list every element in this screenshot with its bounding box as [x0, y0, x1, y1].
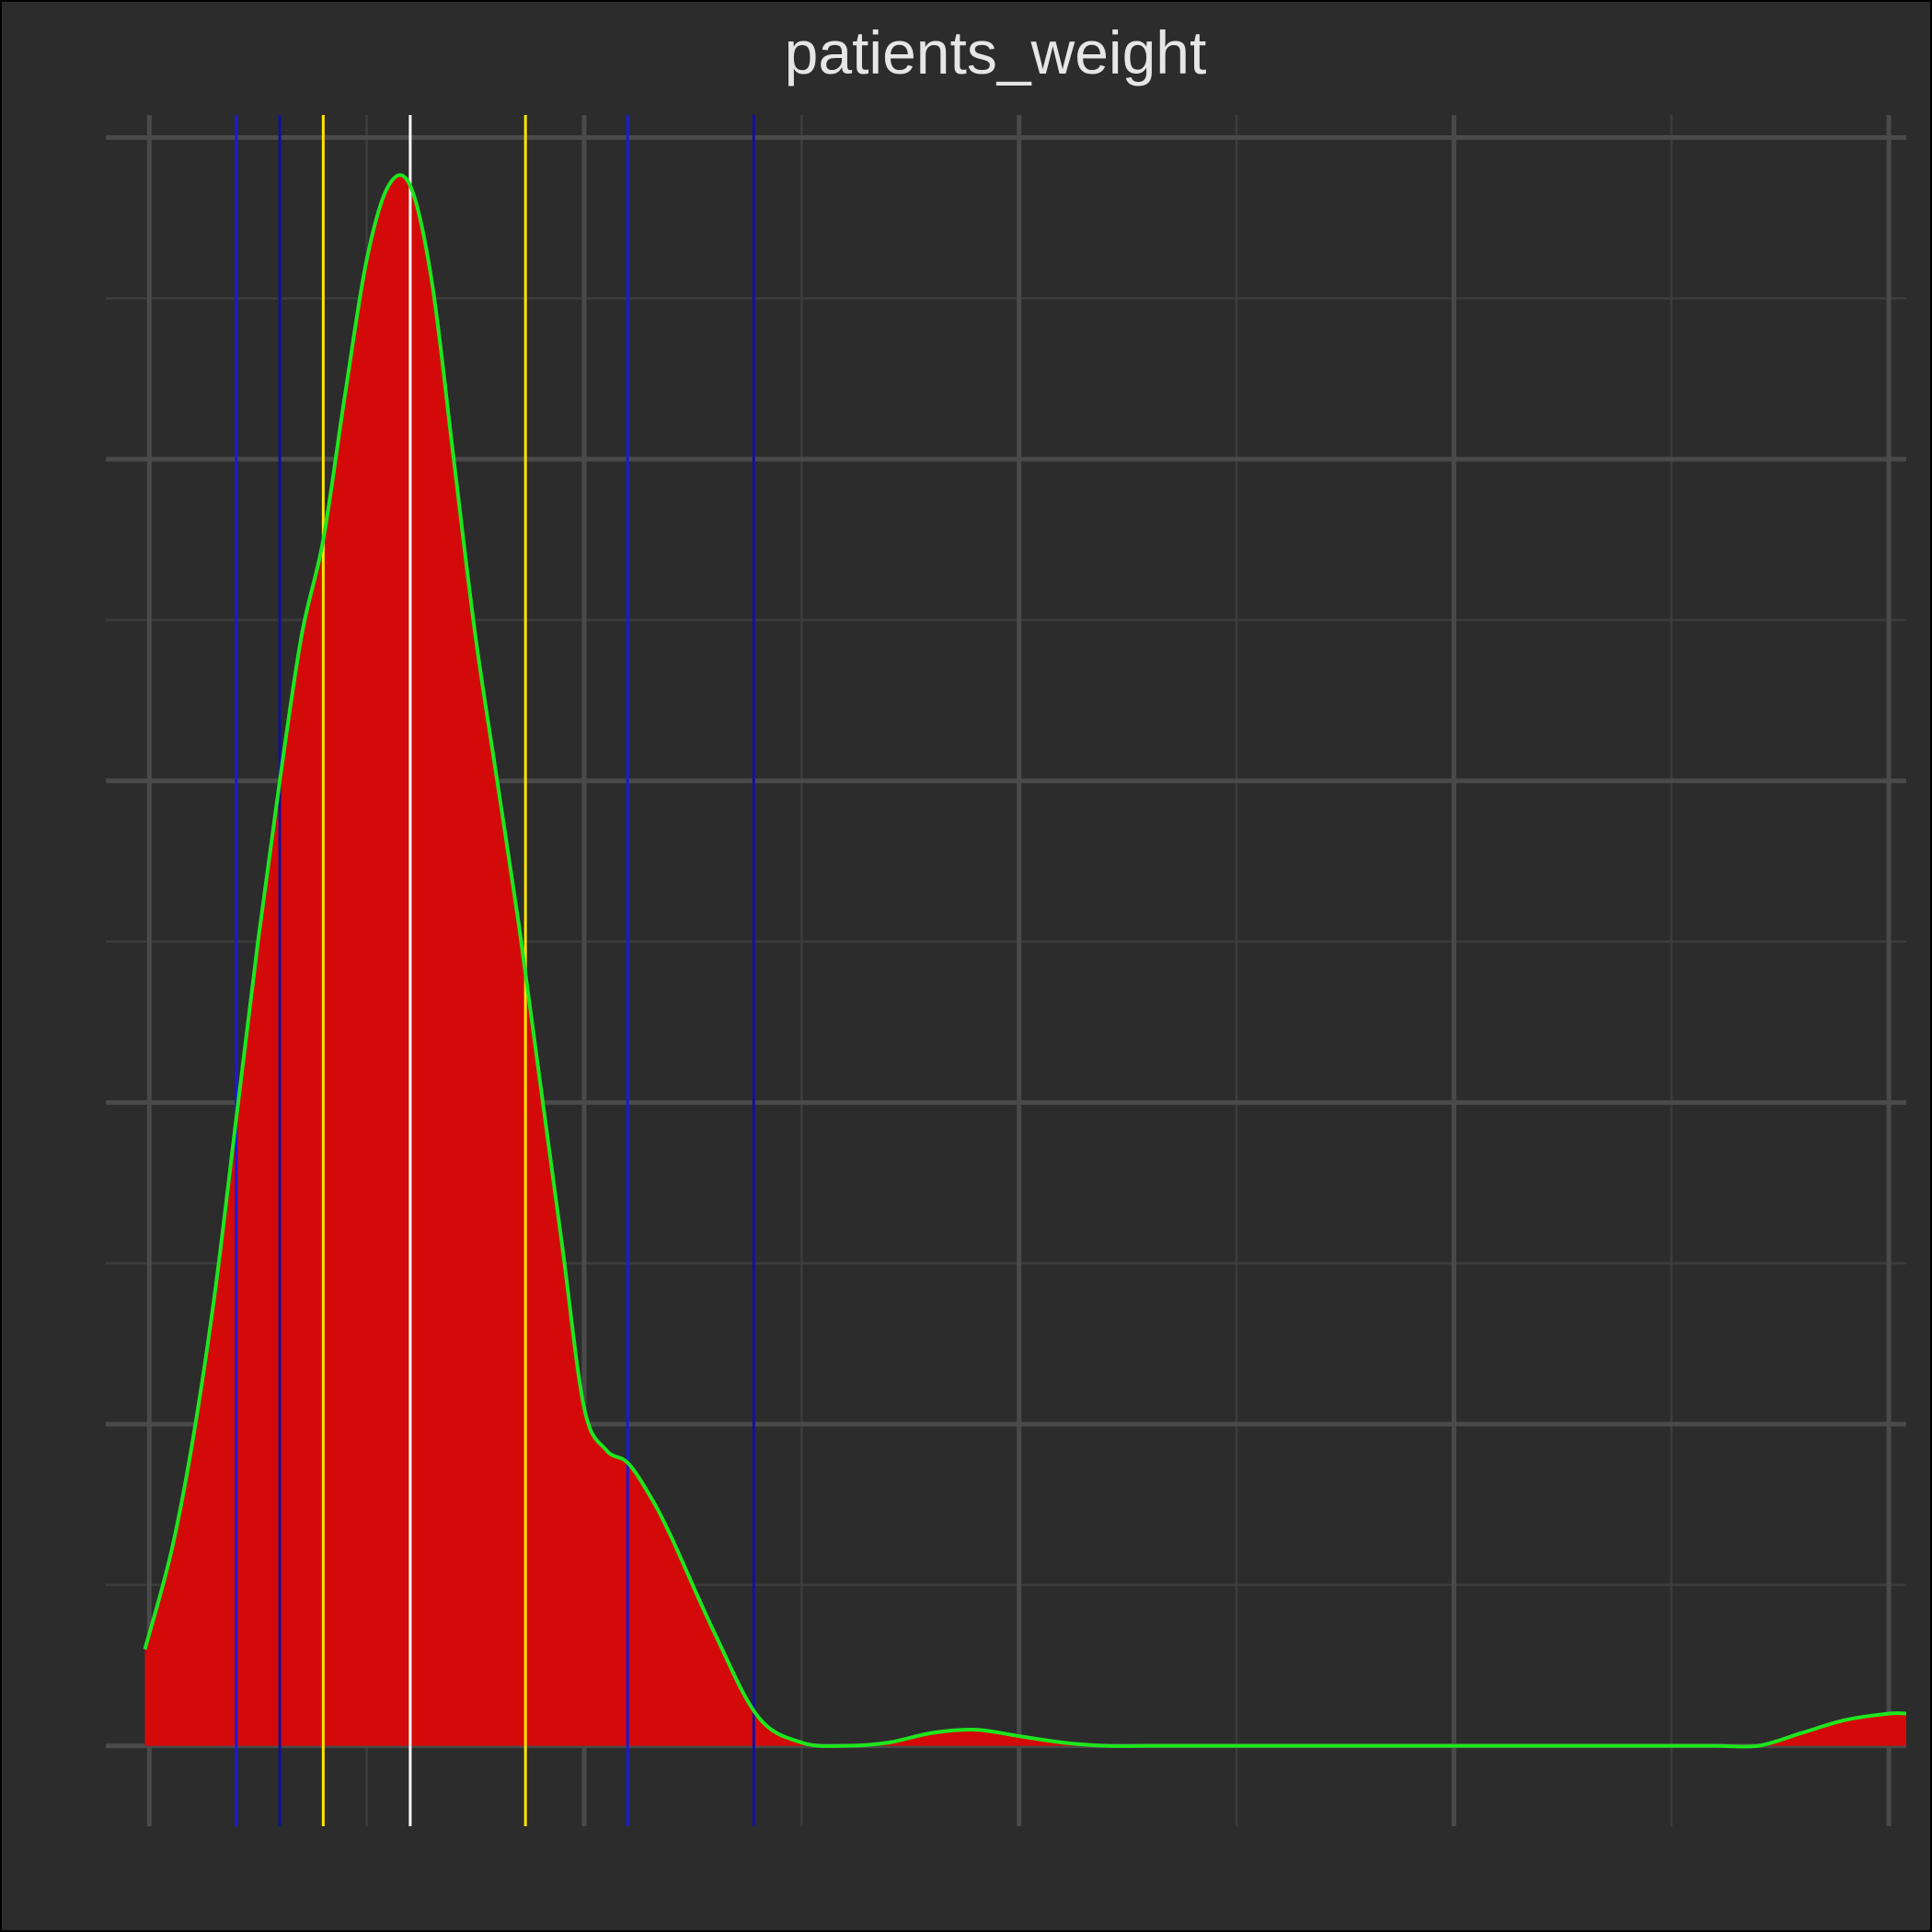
density-area-layer — [144, 175, 1906, 1747]
density-fill — [144, 175, 1906, 1747]
density-curve — [143, 173, 1907, 1749]
chart-title: patients_weight — [785, 18, 1207, 86]
reference-lines — [143, 115, 1907, 1826]
